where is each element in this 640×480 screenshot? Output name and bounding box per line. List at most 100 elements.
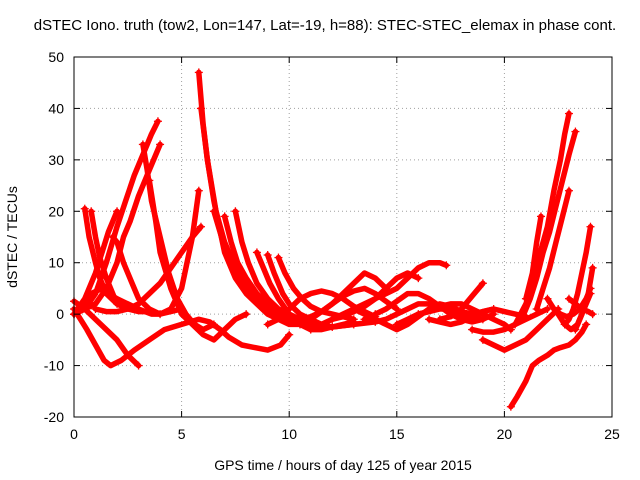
series-point-marker [564,294,573,303]
series-point-marker [560,320,569,329]
y-axis-label: dSTEC / TECUs [4,186,20,288]
series-point-marker [442,261,451,270]
series-point-marker [220,212,229,221]
series-point-marker [196,222,205,231]
series-track-11 [146,177,249,343]
series-point-marker [87,207,96,216]
series-point-marker [231,207,240,216]
series-point-marker [571,325,580,334]
series-point-marker [543,294,552,303]
y-tick-label: 10 [48,255,64,271]
series-point-marker [285,330,294,339]
series-point-marker [349,315,358,324]
series-point-marker [252,248,261,257]
series-point-marker [295,320,304,329]
series-point-marker [194,68,203,77]
series-point-marker [196,104,205,113]
series-track-5 [71,118,161,317]
series-point-marker [564,109,573,118]
series-track-30 [426,306,529,328]
series-point-marker [506,402,515,411]
series-point-marker [536,212,545,221]
series-point-marker [91,305,100,313]
series-point-marker [349,305,358,313]
y-tick-label: 50 [48,49,64,65]
series-point-marker [209,207,218,216]
series-point-marker [543,305,552,313]
y-tick-label: 40 [48,100,64,116]
series-point-marker [113,299,122,308]
series-point-marker [517,315,526,324]
x-tick-label: 15 [389,426,405,442]
series-track-24 [329,259,450,323]
series-layer [70,68,597,411]
y-tick-label: 30 [48,152,64,168]
series-point-marker [392,320,401,329]
series-track-33 [480,306,561,353]
y-tick-label: -20 [44,409,64,425]
y-tick-label: -10 [44,358,64,374]
series-point-marker [134,361,143,370]
x-tick-label: 5 [178,426,186,442]
series-point-marker [478,279,487,288]
series-point-marker [328,315,337,324]
series-point-marker [274,253,283,262]
x-tick-label: 0 [70,426,78,442]
series-point-marker [532,305,541,313]
series-track-36 [518,128,579,323]
series-point-marker [586,222,595,231]
chart-title: dSTEC Iono. truth (tow2, Lon=147, Lat=-1… [34,17,616,34]
series-point-marker [554,310,563,319]
series-point-marker [521,294,530,303]
series-point-marker [145,176,154,185]
series-point-marker [478,335,487,344]
series-track-41 [561,223,594,328]
x-tick-label: 25 [604,426,620,442]
series-point-marker [80,204,89,213]
series-point-marker [414,274,423,283]
series-track-31 [437,280,486,323]
series-point-marker [263,251,272,259]
series-track-38 [533,187,572,312]
series-point-marker [153,117,162,126]
series-point-marker [156,140,165,149]
series-track-32 [469,306,551,335]
series-track-8 [92,223,204,315]
series-track-22 [297,270,389,328]
series-track-9 [109,234,185,317]
series-track-7 [88,208,120,307]
axis-ticks: 0 5 10 15 20 25 -20 -10 0 10 20 30 40 50 [44,49,620,442]
y-tick-label: 0 [56,306,64,322]
series-point-marker [138,140,147,149]
series-point-marker [306,325,315,334]
series-point-marker [425,315,434,324]
series-track-37 [523,213,544,302]
x-tick-label: 20 [497,426,513,442]
series-point-marker [564,186,573,195]
series-track-6 [82,205,163,317]
series-point-marker [588,263,597,272]
series-point-marker [435,315,444,324]
series-point-marker [414,310,423,319]
series-point-marker [571,127,580,136]
series-point-marker [209,320,218,329]
series-track-27 [372,290,497,325]
series-point-marker [108,233,117,241]
series-track-1 [71,306,292,369]
plot-frame [73,56,613,418]
y-tick-label: 20 [48,203,64,219]
series-point-marker [360,315,369,324]
series-track-34 [508,321,589,410]
x-axis-label: GPS time / hours of day 125 of year 2015 [214,457,472,473]
x-tick-label: 10 [281,426,297,442]
series-point-marker [582,320,591,329]
series-track-43 [572,265,596,333]
series-point-marker [511,320,520,329]
series-point-marker [285,315,294,324]
series-point-marker [371,310,380,319]
series-point-marker [468,325,477,334]
series-point-marker [588,310,597,319]
series-point-marker [263,320,272,329]
series-point-marker [194,186,203,195]
